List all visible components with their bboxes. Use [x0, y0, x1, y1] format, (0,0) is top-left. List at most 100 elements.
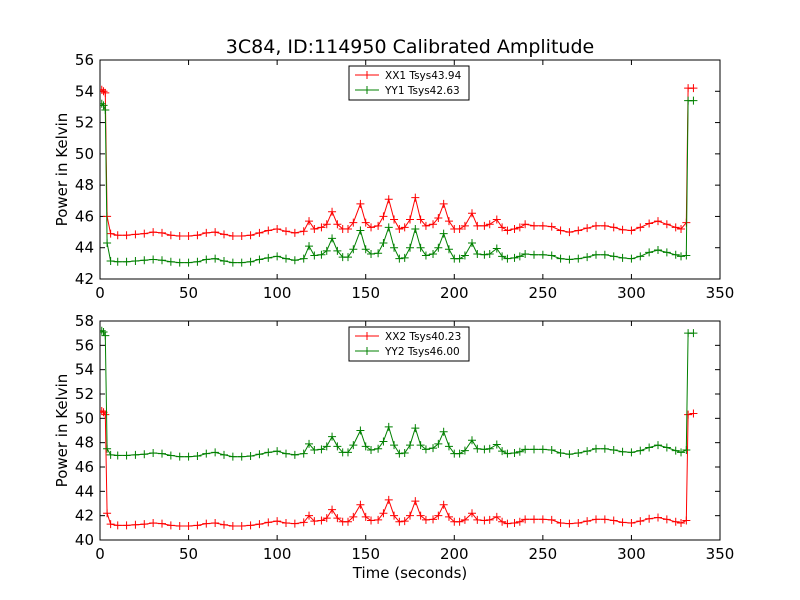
data-point — [273, 252, 282, 261]
y-tick-label: 42 — [75, 270, 94, 288]
data-point — [100, 99, 106, 108]
data-point — [498, 517, 507, 526]
data-point — [421, 445, 430, 454]
data-point — [349, 512, 358, 521]
data-point — [395, 517, 404, 526]
data-point — [429, 249, 438, 258]
data-point — [113, 231, 122, 240]
data-point — [460, 251, 469, 260]
y-tick-label: 50 — [75, 145, 94, 163]
data-point — [361, 442, 370, 451]
data-point — [645, 248, 654, 257]
data-point — [106, 257, 115, 266]
data-point — [175, 522, 184, 531]
data-point — [349, 441, 358, 450]
data-point — [662, 220, 671, 229]
data-point — [682, 445, 691, 454]
data-point — [547, 222, 556, 231]
data-point — [439, 229, 448, 238]
data-point — [193, 452, 202, 461]
data-point — [473, 444, 482, 453]
data-point — [100, 326, 106, 335]
data-point — [689, 329, 698, 338]
data-point — [193, 521, 202, 530]
y-tick-label: 50 — [75, 409, 94, 427]
legend-marker — [363, 347, 371, 355]
data-point — [618, 253, 627, 262]
data-point — [101, 88, 110, 97]
data-point — [282, 518, 290, 527]
data-point — [485, 444, 494, 453]
data-point — [317, 250, 326, 259]
data-point — [379, 509, 388, 518]
data-point — [565, 228, 574, 237]
data-point — [305, 242, 314, 251]
data-point — [328, 207, 337, 216]
data-point — [184, 522, 193, 531]
data-point — [455, 449, 464, 458]
data-point — [175, 231, 184, 240]
legend-marker — [363, 86, 371, 94]
legend-marker — [363, 71, 371, 79]
data-point — [416, 215, 425, 224]
data-point — [654, 513, 662, 522]
data-point — [322, 514, 331, 523]
data-point — [264, 253, 273, 262]
data-point — [344, 224, 352, 233]
data-point — [264, 226, 273, 235]
data-point — [113, 257, 122, 266]
data-point — [384, 195, 393, 204]
data-point — [246, 257, 255, 266]
data-point — [455, 517, 464, 526]
data-point — [689, 84, 698, 93]
data-point — [609, 223, 618, 232]
data-point — [202, 519, 211, 528]
x-tick-label: 300 — [617, 545, 646, 563]
data-point — [149, 449, 158, 458]
data-point — [416, 441, 425, 450]
data-point — [460, 515, 469, 524]
data-point — [416, 511, 425, 520]
data-point — [618, 447, 627, 456]
data-point — [682, 251, 691, 260]
data-point — [344, 448, 352, 457]
data-point — [574, 226, 583, 235]
data-point — [237, 231, 246, 240]
bottom-panel: 0 50 100 150 200 250 300 350 40 42 44 46 48 50 52 54 56 5… — [53, 312, 734, 582]
data-point — [574, 449, 583, 458]
data-point — [444, 245, 453, 254]
data-point — [662, 248, 671, 257]
data-point — [530, 250, 538, 259]
data-point — [468, 509, 476, 518]
data-point — [574, 254, 583, 263]
data-point — [416, 243, 425, 252]
x-tick-label: 0 — [95, 545, 105, 563]
y-tick-label: 46 — [75, 458, 94, 476]
data-point — [175, 258, 184, 267]
x-tick-label: 100 — [263, 284, 292, 302]
y-tick-label: 40 — [75, 531, 94, 549]
data-point — [600, 444, 609, 453]
data-point — [473, 221, 482, 230]
data-point — [468, 436, 476, 445]
data-point — [609, 445, 618, 454]
data-point — [220, 520, 228, 529]
data-point — [406, 441, 414, 450]
data-point — [583, 447, 592, 456]
data-point — [140, 256, 149, 265]
data-point — [328, 234, 337, 243]
data-point — [149, 228, 158, 237]
data-point — [333, 514, 342, 523]
data-point — [220, 230, 228, 239]
data-point — [367, 223, 376, 232]
data-point — [310, 251, 319, 260]
x-tick-label: 50 — [179, 545, 198, 563]
data-point — [671, 250, 680, 259]
data-point — [193, 257, 202, 266]
data-point — [131, 450, 140, 459]
data-point — [140, 520, 149, 529]
data-point — [689, 409, 698, 418]
data-point — [220, 257, 228, 266]
data-point — [166, 451, 175, 460]
